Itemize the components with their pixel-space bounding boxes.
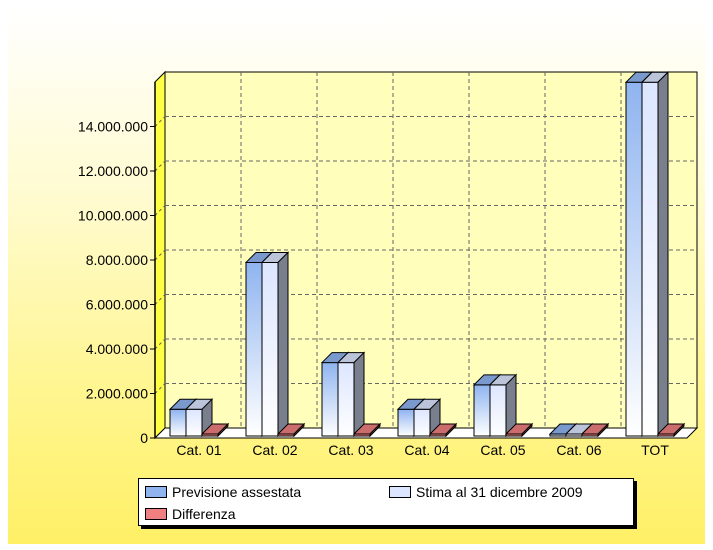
legend-item: Previsione assestata — [145, 483, 301, 501]
bar — [428, 422, 458, 438]
bar-front — [413, 408, 431, 437]
bar — [276, 422, 306, 438]
bar-side — [217, 422, 229, 438]
bar — [260, 251, 290, 438]
legend-label: Stima al 31 dicembre 2009 — [416, 484, 583, 500]
bar-side — [673, 422, 685, 438]
y-tick-label: 4.000.000 — [86, 341, 148, 357]
x-tick-label: Cat. 04 — [404, 442, 449, 458]
legend-swatch — [389, 486, 411, 498]
bar-front — [185, 408, 203, 437]
gridline-side — [154, 205, 166, 216]
legend-swatch — [145, 486, 167, 498]
legend-item: Differenza — [145, 505, 236, 523]
bar-front — [489, 384, 507, 437]
bar-front — [321, 362, 339, 437]
bar-side — [277, 251, 289, 438]
bar — [184, 398, 214, 438]
gridline-side — [154, 383, 166, 394]
legend-swatch — [145, 508, 167, 520]
bar-side — [293, 422, 305, 438]
bar-side — [445, 422, 457, 438]
y-tick-label: 2.000.000 — [86, 386, 148, 402]
bar — [336, 351, 366, 438]
gridlines — [154, 72, 697, 428]
x-tick-label: Cat. 05 — [480, 442, 525, 458]
bar — [412, 398, 442, 438]
bar — [656, 422, 686, 438]
bar-side — [369, 422, 381, 438]
bar-front — [245, 261, 263, 437]
bar-front — [397, 408, 415, 437]
gridline-side — [154, 116, 166, 127]
y-tick-label: 6.000.000 — [86, 297, 148, 313]
bars — [168, 71, 686, 438]
gridline-side — [154, 249, 166, 261]
bar-front — [261, 261, 279, 437]
y-tick-label: 12.000.000 — [78, 163, 148, 179]
gridline-side — [154, 294, 166, 305]
x-axis-ticks: Cat. 01 Cat. 02 Cat. 03 Cat. 04 Cat. 05 Cat. … — [176, 442, 669, 458]
y-tick-label: 0 — [140, 430, 148, 446]
x-tick-label: Cat. 02 — [252, 442, 297, 458]
bar-front — [625, 81, 643, 437]
bar — [200, 422, 230, 438]
x-tick-label: Cat. 03 — [328, 442, 373, 458]
y-tick-label: 14.000.000 — [78, 119, 148, 135]
gridline-side — [154, 338, 166, 350]
gridline-side — [154, 160, 166, 172]
x-tick-label: TOT — [641, 442, 669, 458]
legend-item: Stima al 31 dicembre 2009 — [389, 483, 583, 501]
bar-side — [597, 422, 609, 438]
x-tick-label: Cat. 01 — [176, 442, 221, 458]
bar — [640, 71, 670, 438]
bar — [580, 422, 610, 438]
bar — [352, 422, 382, 438]
y-axis-ticks: 0 2.000.000 4.000.000 6.000.000 8.000.000 10.… — [78, 82, 156, 446]
bar-front — [169, 408, 187, 437]
bar-side — [521, 422, 533, 438]
bar-side — [657, 71, 669, 438]
bar-side — [353, 351, 365, 438]
legend-label: Previsione assestata — [172, 484, 302, 500]
legend: Previsione assestata Stima al 31 dicembr… — [138, 478, 634, 526]
legend-label: Differenza — [172, 506, 236, 522]
bar — [504, 422, 534, 438]
y-tick-label: 10.000.000 — [78, 208, 148, 224]
bar-front — [641, 81, 659, 437]
y-tick-label: 8.000.000 — [86, 252, 148, 268]
bar-front — [473, 384, 491, 437]
bar-front — [337, 362, 355, 437]
x-tick-label: Cat. 06 — [556, 442, 601, 458]
bar — [488, 373, 518, 438]
